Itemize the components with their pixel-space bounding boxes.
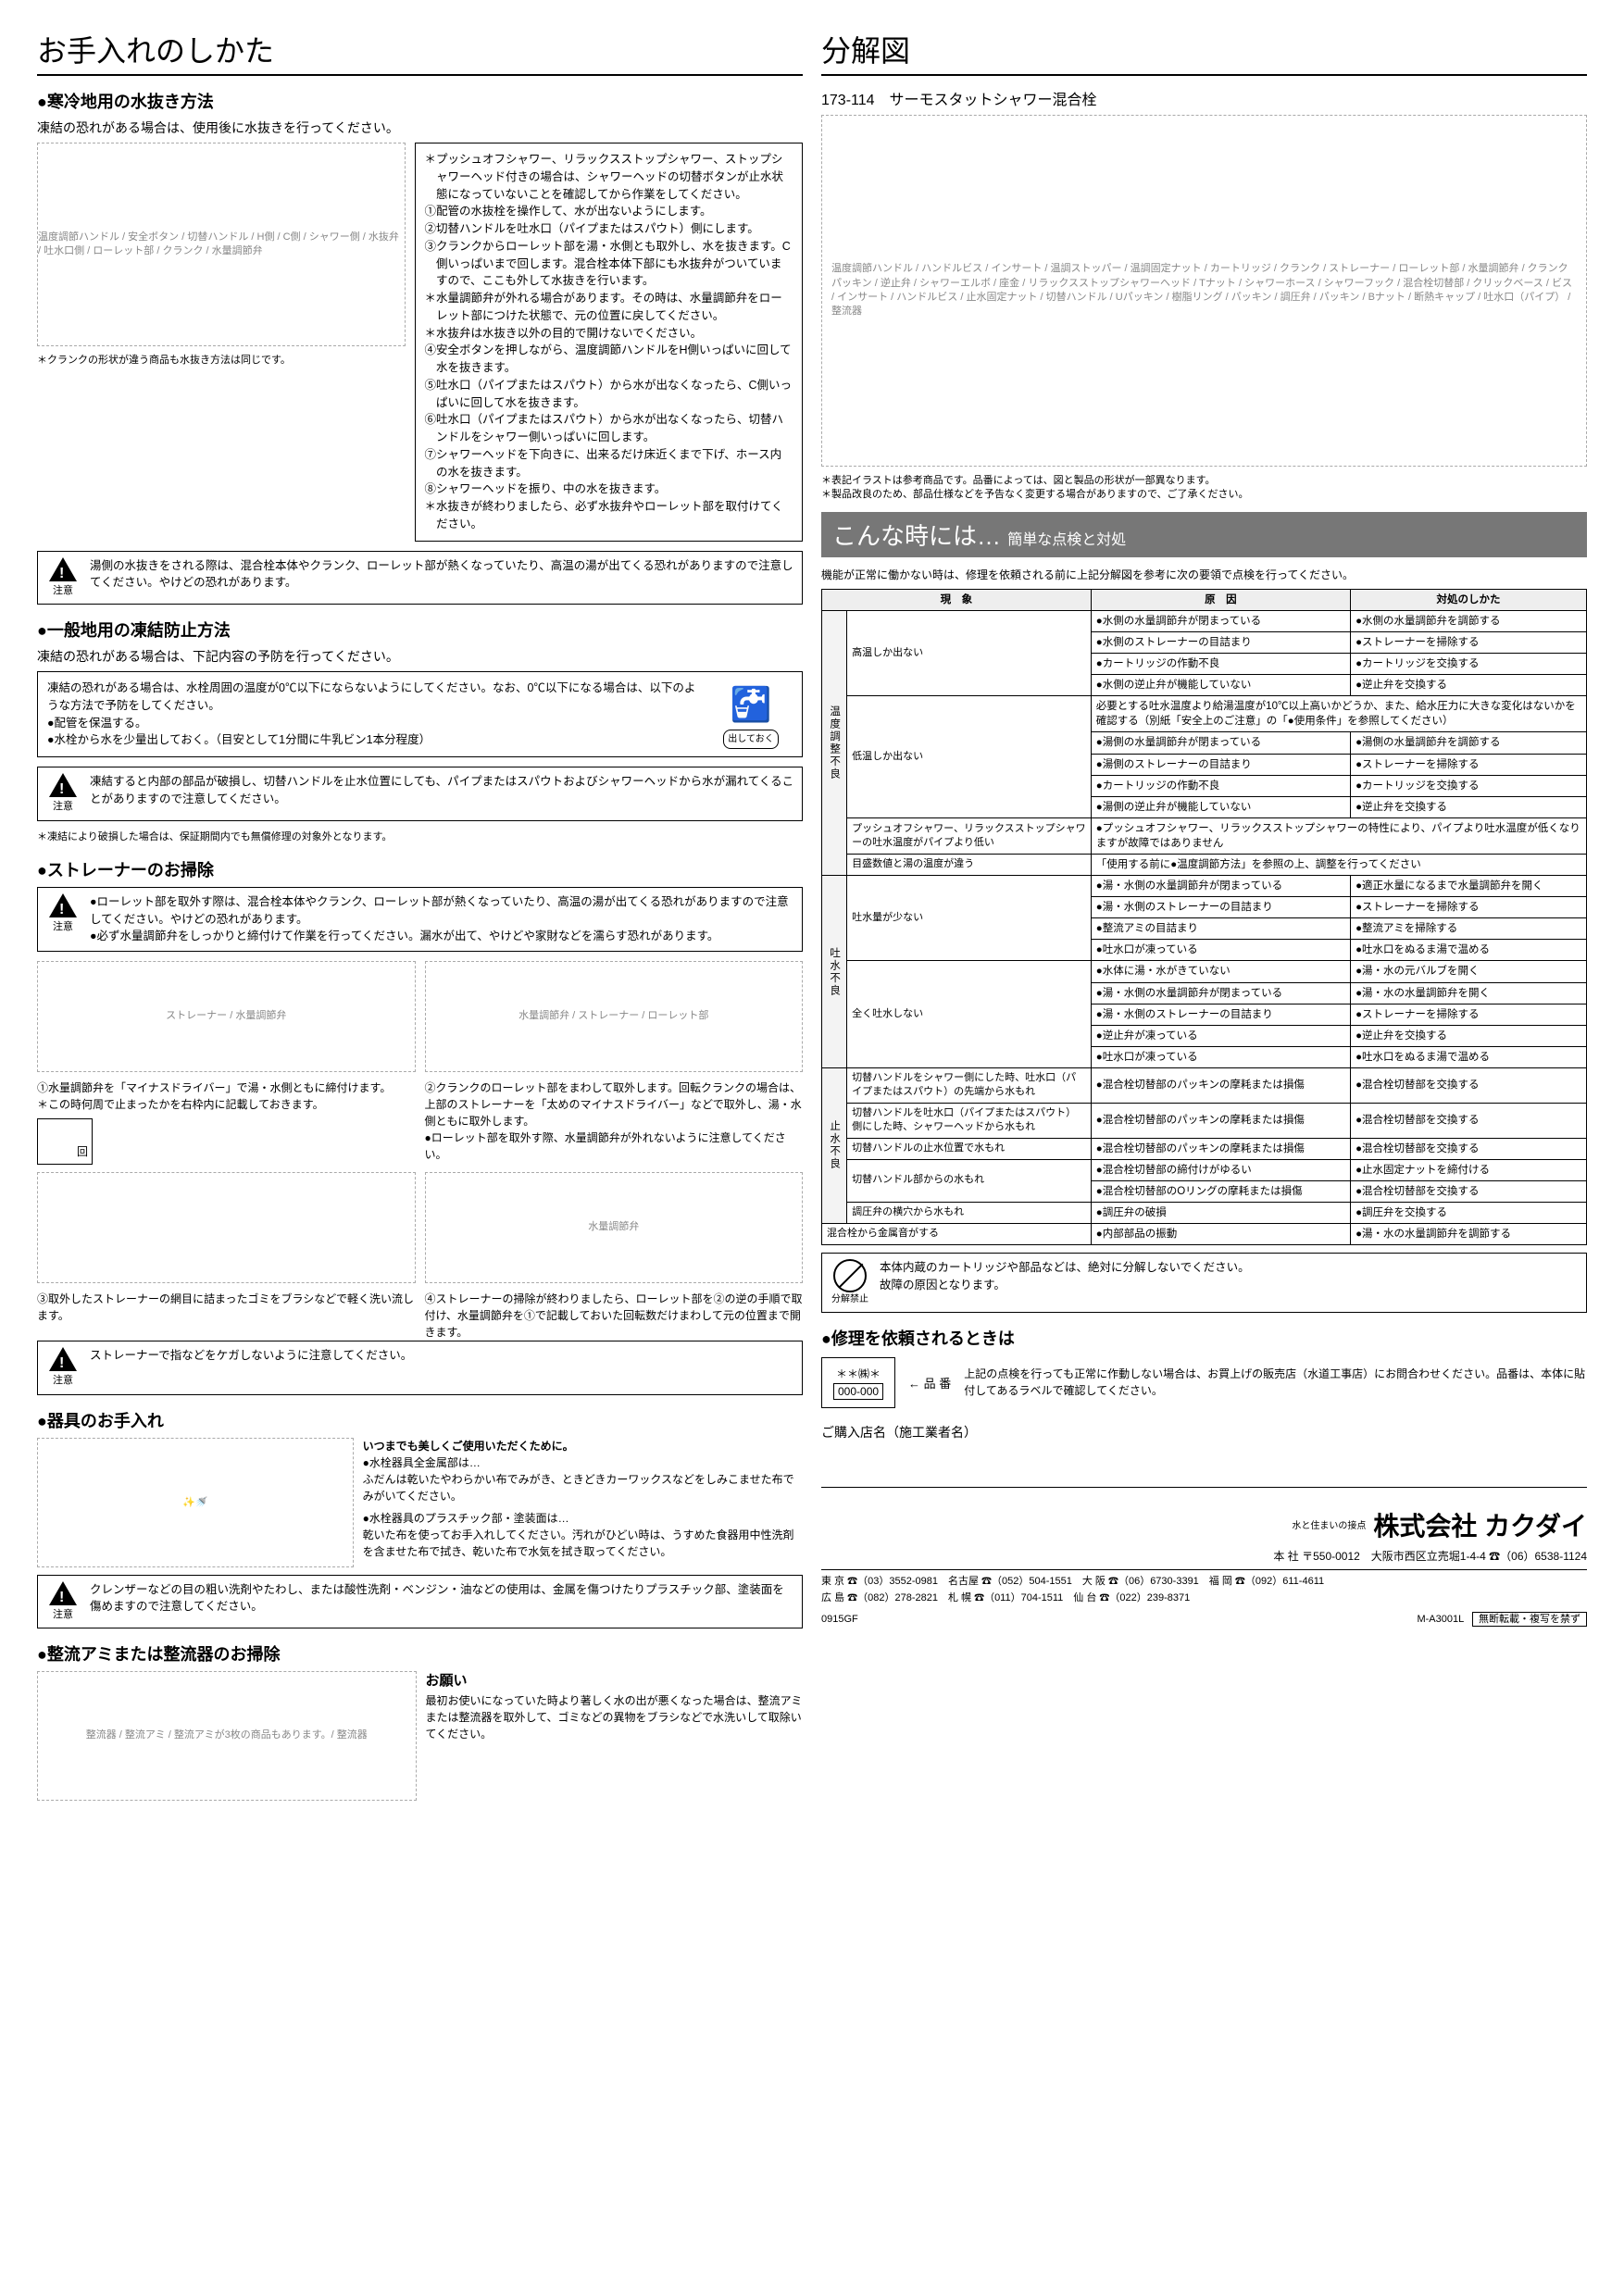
strainer-dia-2: 水量調節弁 / ストレーナー / ローレット部 — [425, 961, 804, 1072]
sec4-lead: いつまでも美しくご使用いただくために。 — [363, 1438, 803, 1454]
caution-icon: 注意 — [45, 773, 81, 815]
onegai-body: 最初お使いになっていた時より著しく水の出が悪くなった場合は、整流アミまたは整流器… — [426, 1692, 804, 1742]
repair-text: 上記の点検を行っても正常に作動しない場合は、お買上げの販売店（水道工事店）にお問… — [964, 1366, 1587, 1399]
exploded-note1: ＊表記イラストは参考商品です。品番によっては、図と製品の形状が一部異なります。 — [821, 474, 1587, 488]
sec2-heading: 一般地用の凍結防止方法 — [37, 618, 803, 642]
dealer-heading: ご購入店名（施工業者名） — [821, 1423, 1587, 1441]
footer-copyright: 無断転載・複写を禁ず — [1472, 1612, 1587, 1627]
troubleshoot-table: 現 象 原 因 対処のしかた 温度調整不良高温しか出ない●水側の水量調節弁が閉ま… — [821, 589, 1587, 1245]
label-arrow: ← 品 番 — [908, 1374, 951, 1391]
strainer-step3: ③取外したストレーナーの網目に詰まったゴミをブラシなどで軽く洗い流します。 — [37, 1291, 416, 1341]
sec2-caution: 注意 凍結すると内部の部品が破損し、切替ハンドルを止水位置にしても、パイプまたは… — [37, 767, 803, 821]
dealer-blank — [821, 1441, 1587, 1488]
sec4-b2-head: ●水栓器具のプラスチック部・塗装面は… — [363, 1510, 803, 1527]
strainer-step4: ④ストレーナーの掃除が終わりましたら、ローレット部を②の逆の手順で取付け、水量調… — [425, 1291, 804, 1341]
sec1-caution: 注意 湯側の水抜きをされる際は、混合栓本体やクランク、ローレット部が熱くなってい… — [37, 551, 803, 605]
aerator-diagram: 整流器 / 整流アミ / 整流アミが3枚の商品もあります。/ 整流器 — [37, 1671, 417, 1801]
sec4-b1-body: ふだんは乾いたやわらかい布でみがき、ときどきカーワックスなどをしみこませた布でみ… — [363, 1471, 803, 1504]
strainer-dia-1: ストレーナー / 水量調節弁 — [37, 961, 416, 1072]
sec3-caution2: 注意 ストレーナーで指などをケガしないように注意してください。 — [37, 1341, 803, 1395]
right-column: 分解図 173-114 サーモスタットシャワー混合栓 温度調節ハンドル / ハン… — [821, 28, 1587, 1808]
drain-steps-box: ＊プッシュオフシャワー、リラックスストップシャワー、ストップシャワーヘッド付きの… — [415, 143, 804, 542]
sec1-heading: 寒冷地用の水抜き方法 — [37, 89, 803, 113]
sec2-lead: 凍結の恐れがある場合は、下記内容の予防を行ってください。 — [37, 647, 803, 666]
sec2-box: 凍結の恐れがある場合は、水栓周囲の温度が0℃以下にならないようにしてください。な… — [37, 671, 803, 757]
caution-icon: 注意 — [45, 1347, 81, 1389]
sec2-note: ＊凍結により破損した場合は、保証期間内でも無償修理の対象外となります。 — [37, 830, 803, 844]
strainer-dia-3 — [37, 1172, 416, 1283]
prohibit-icon: 分解禁止 — [830, 1259, 870, 1306]
footer-code2: M-A3001L — [1417, 1614, 1463, 1625]
repair-row: ＊＊㈱＊ 000-000 ← 品 番 上記の点検を行っても正常に作動しない場合は… — [821, 1357, 1587, 1408]
company-logo: 株式会社 カクダイ — [1373, 1506, 1587, 1548]
faucet-hint-icon: 🚰 出しておく — [709, 680, 793, 749]
sec3-caution: 注意 ●ローレット部を取外す際は、混合栓本体やクランク、ローレット部が熱くなって… — [37, 887, 803, 952]
strainer-step2: ②クランクのローレット部をまわして取外します。回転クランクの場合は、上部のストレ… — [425, 1079, 804, 1163]
label-sample: ＊＊㈱＊ 000-000 — [821, 1357, 895, 1408]
caution-icon: 注意 — [45, 893, 81, 935]
sec4-b1-head: ●水栓器具全金属部は… — [363, 1454, 803, 1471]
caution-icon: 注意 — [45, 1581, 81, 1623]
sec4-caution: 注意 クレンザーなどの目の粗い洗剤やたわし、または酸性洗剤・ベンジン・油などの使… — [37, 1575, 803, 1629]
sec1-lead: 凍結の恐れがある場合は、使用後に水抜きを行ってください。 — [37, 119, 803, 137]
exploded-diagram: 温度調節ハンドル / ハンドルビス / インサート / 温調ストッパー / 温調… — [821, 115, 1587, 467]
sec3-heading: ストレーナーのお掃除 — [37, 857, 803, 881]
caution-icon: 注意 — [45, 557, 81, 599]
maintenance-title: お手入れのしかた — [37, 28, 803, 76]
repair-heading: 修理を依頼されるときは — [821, 1326, 1587, 1350]
drain-diagram: 温度調節ハンドル / 安全ボタン / 切替ハンドル / H側 / C側 / シャ… — [37, 143, 406, 346]
company-block: 水と住まいの接点 株式会社 カクダイ 本 社 〒550-0012 大阪市西区立売… — [821, 1506, 1587, 1628]
rotation-note-box: 回 — [37, 1118, 93, 1165]
sec4-b2-body: 乾いた布を使ってお手入れしてください。汚れがひどい時は、うすめた食器用中性洗剤を… — [363, 1527, 803, 1560]
strainer-step1: ①水量調節弁を「マイナスドライバー」で湯・水側ともに締付けます。 ＊この時何周で… — [37, 1079, 416, 1113]
banner-lead: 機能が正常に働かない時は、修理を依頼される前に上記分解図を参考に次の要領で点検を… — [821, 567, 1587, 583]
product-number: 173-114 サーモスタットシャワー混合栓 — [821, 87, 1587, 109]
prohibit-note: 分解禁止 本体内蔵のカートリッジや部品などは、絶対に分解しないでください。 故障… — [821, 1253, 1587, 1313]
troubleshoot-banner: こんな時には… 簡単な点検と対処 — [821, 512, 1587, 557]
left-column: お手入れのしかた 寒冷地用の水抜き方法 凍結の恐れがある場合は、使用後に水抜きを… — [37, 28, 803, 1808]
drain-diagram-note: ＊クランクの形状が違う商品も水抜き方法は同じです。 — [37, 354, 406, 368]
sec5-heading: 整流アミまたは整流器のお掃除 — [37, 1641, 803, 1666]
footer-code1: 0915GF — [821, 1612, 858, 1628]
sec4-heading: 器具のお手入れ — [37, 1408, 803, 1432]
exploded-title: 分解図 — [821, 28, 1587, 76]
exploded-note2: ＊製品改良のため、部品仕様などを予告なく変更する場合がありますので、ご了承くださ… — [821, 488, 1587, 502]
onegai-head: お願い — [426, 1671, 804, 1692]
strainer-dia-4: 水量調節弁 — [425, 1172, 804, 1283]
care-illustration: ✨🚿 — [37, 1438, 354, 1567]
